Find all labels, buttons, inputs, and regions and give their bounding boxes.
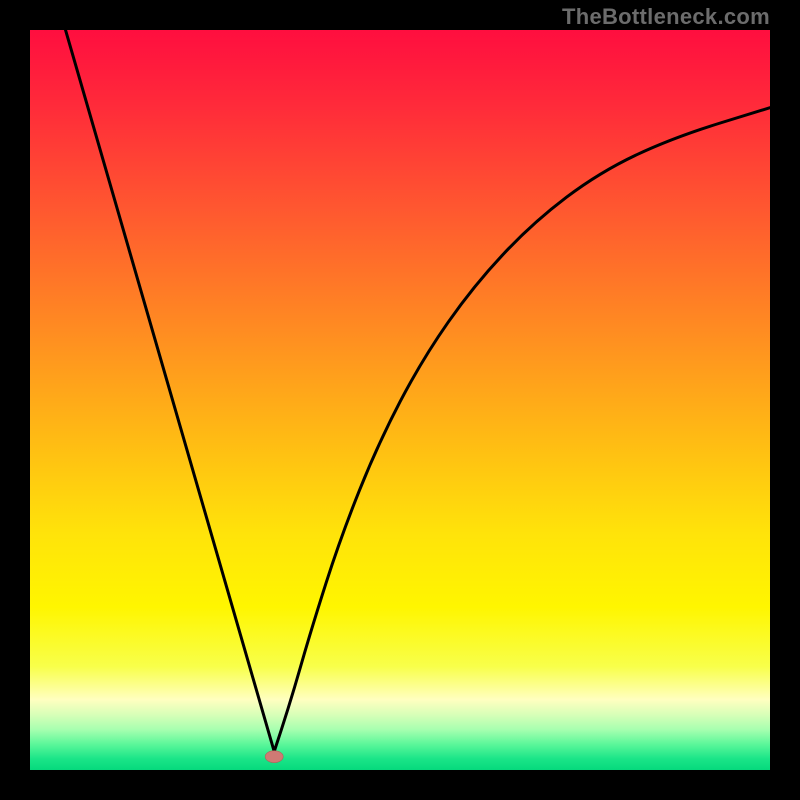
plot-svg — [30, 30, 770, 770]
plot-area — [30, 30, 770, 770]
minimum-marker — [265, 751, 283, 763]
chart-frame: TheBottleneck.com — [0, 0, 800, 800]
watermark-text: TheBottleneck.com — [562, 4, 770, 30]
